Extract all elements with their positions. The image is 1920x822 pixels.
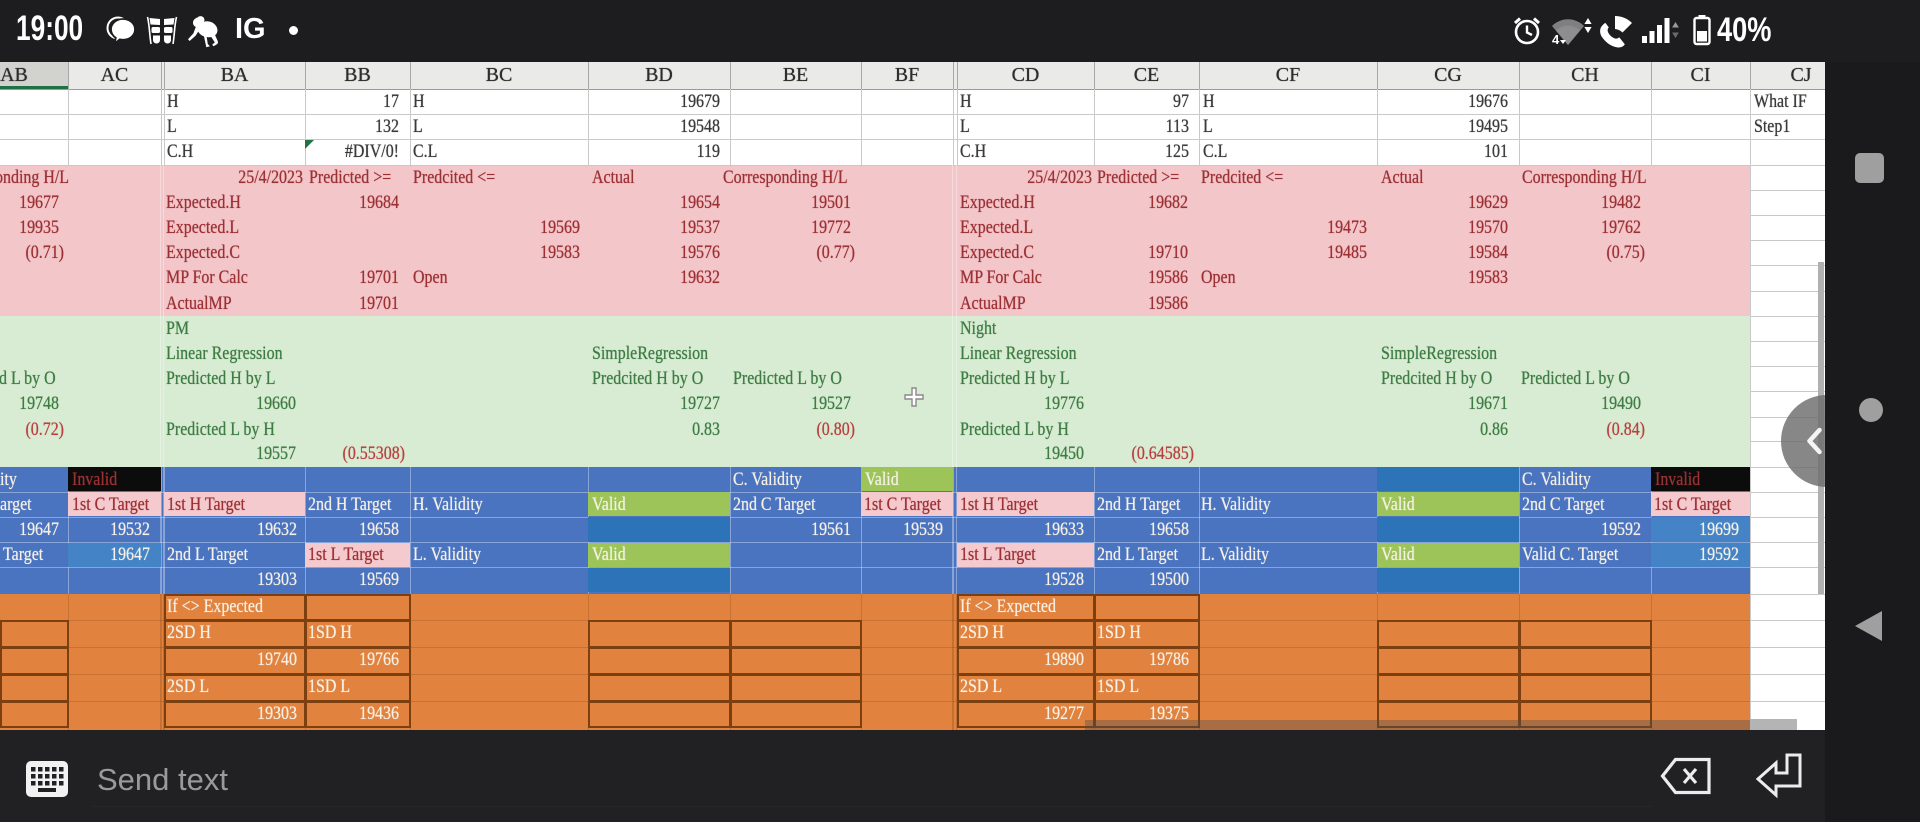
svg-text:4: 4 — [1552, 32, 1560, 47]
